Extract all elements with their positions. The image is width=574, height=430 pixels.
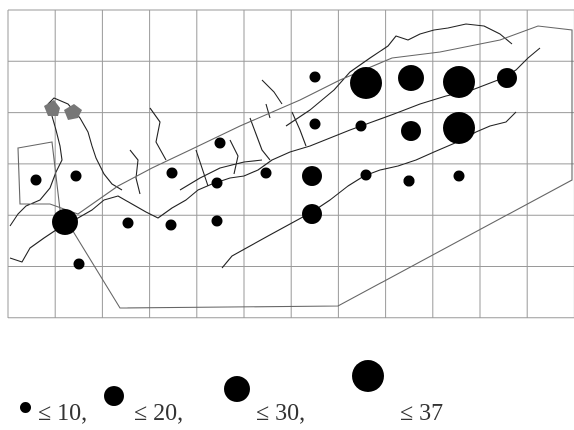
river-network	[129, 79, 307, 195]
site-marker	[214, 137, 226, 149]
legend-label: ≤ 10,	[38, 400, 88, 426]
legend-label: ≤ 20,	[134, 400, 184, 426]
site-marker	[166, 167, 178, 179]
coastline-outline	[9, 23, 541, 269]
site-marker	[165, 219, 177, 231]
site-marker	[403, 175, 415, 187]
site-marker	[305, 170, 317, 182]
site-marker	[443, 112, 475, 144]
site-marker	[401, 121, 421, 141]
legend-dot	[104, 386, 124, 406]
legend-label: ≤ 30,	[256, 400, 306, 426]
site-marker	[211, 177, 223, 189]
site-marker	[497, 68, 517, 88]
site-marker	[309, 118, 321, 130]
legend-dot	[352, 360, 384, 392]
wetland-patch	[44, 100, 82, 120]
survey-boundary	[17, 25, 573, 309]
site-marker	[453, 170, 465, 182]
site-marker	[360, 169, 372, 181]
southern-coast	[9, 97, 123, 227]
site-marker	[309, 71, 321, 83]
site-marker	[302, 204, 322, 224]
site-marker	[73, 258, 85, 270]
legend-dot	[224, 376, 250, 402]
survey-sites	[30, 65, 517, 270]
legend-label: ≤ 37	[400, 400, 444, 426]
site-marker	[122, 217, 134, 229]
legend-dot	[20, 402, 31, 413]
site-marker	[443, 66, 475, 98]
site-marker	[211, 215, 223, 227]
peninsula-shore	[221, 111, 517, 269]
site-marker	[260, 167, 272, 179]
site-marker	[350, 67, 382, 99]
site-marker	[355, 120, 367, 132]
site-marker	[398, 65, 424, 91]
coastline-main	[9, 47, 541, 263]
upper-shore	[179, 23, 513, 191]
site-marker	[30, 174, 42, 186]
map-grid	[7, 9, 574, 319]
site-marker	[70, 170, 82, 182]
site-marker	[52, 209, 78, 235]
